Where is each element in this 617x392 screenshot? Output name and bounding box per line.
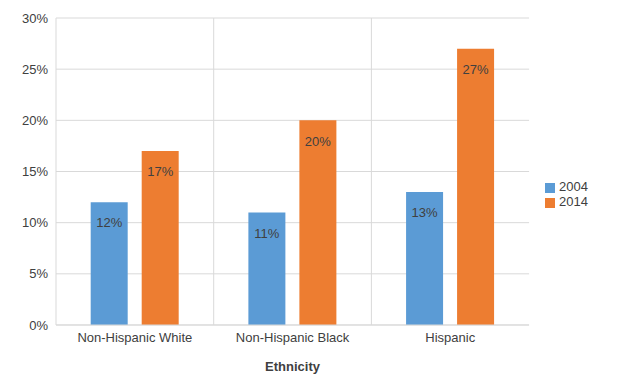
svg-text:12%: 12%: [96, 215, 122, 230]
svg-text:17%: 17%: [147, 164, 173, 179]
svg-text:20%: 20%: [22, 113, 48, 128]
svg-text:30%: 30%: [22, 11, 48, 26]
svg-text:Hispanic: Hispanic: [425, 330, 475, 345]
svg-text:0%: 0%: [29, 318, 48, 333]
svg-text:27%: 27%: [463, 62, 489, 77]
svg-text:Ethnicity: Ethnicity: [265, 359, 321, 374]
html-text:2004: 2004: [559, 179, 588, 194]
svg-text:11%: 11%: [254, 226, 279, 241]
svg-text:13%: 13%: [412, 205, 438, 220]
html-text:2014: 2014: [559, 194, 588, 209]
svg-text:Non-Hispanic White: Non-Hispanic White: [77, 330, 192, 345]
svg-text:20%: 20%: [305, 134, 331, 149]
svg-text:25%: 25%: [22, 62, 48, 77]
svg-text:Non-Hispanic Black: Non-Hispanic Black: [236, 330, 350, 345]
svg-text:15%: 15%: [22, 164, 48, 179]
svg-text:10%: 10%: [22, 215, 48, 230]
svg-text:5%: 5%: [29, 266, 48, 281]
